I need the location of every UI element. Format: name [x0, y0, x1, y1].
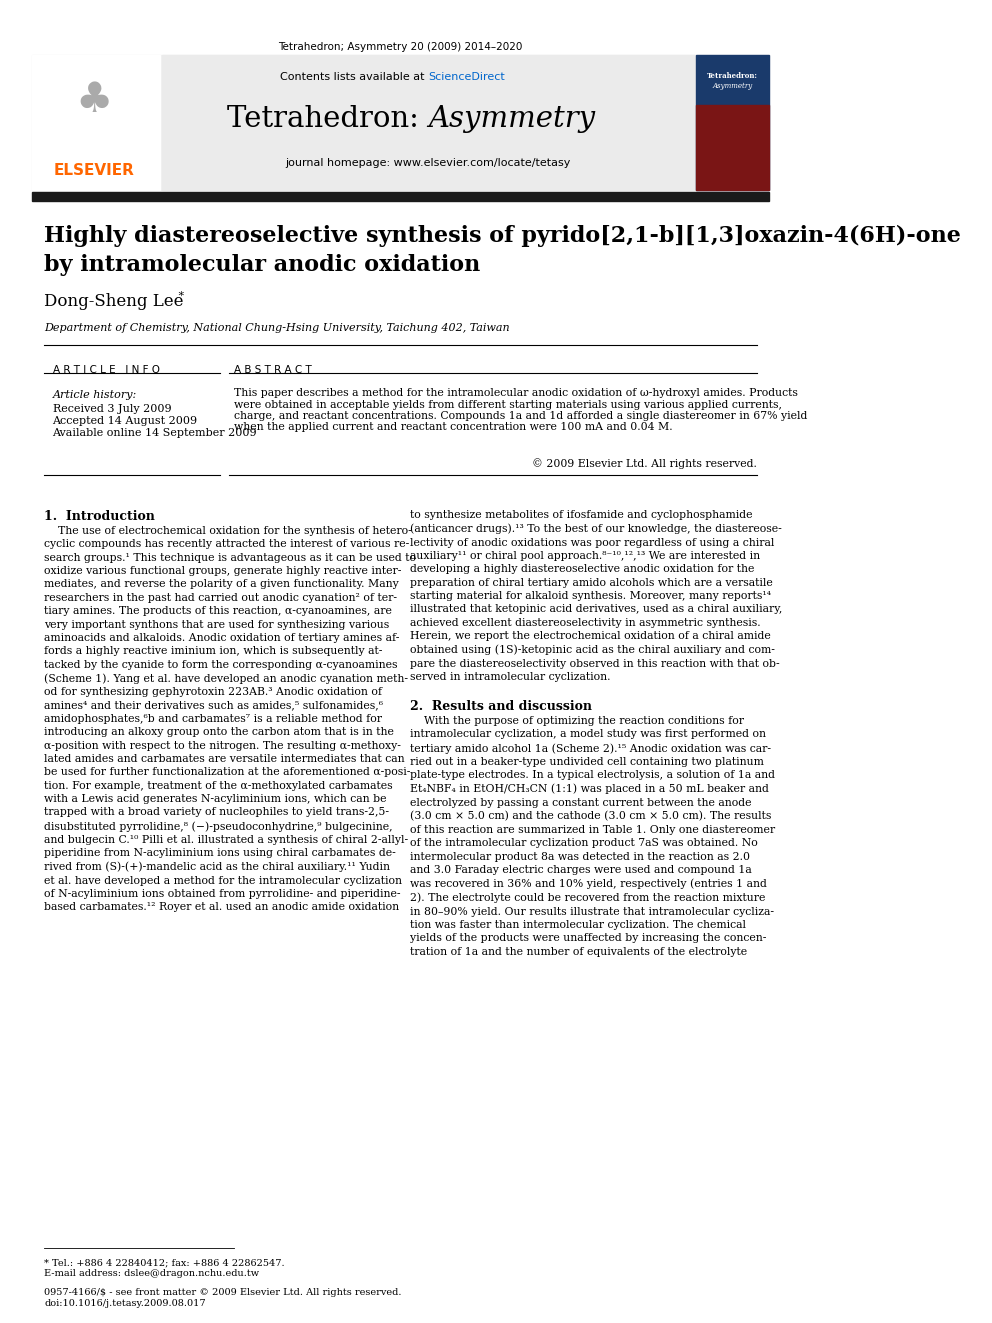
- Bar: [33, 56, 769, 191]
- Bar: [696, 56, 769, 191]
- Text: Accepted 14 August 2009: Accepted 14 August 2009: [53, 415, 197, 426]
- Text: ScienceDirect: ScienceDirect: [429, 71, 505, 82]
- Text: Dong-Sheng Lee: Dong-Sheng Lee: [45, 292, 184, 310]
- Text: Available online 14 September 2009: Available online 14 September 2009: [53, 429, 257, 438]
- Text: were obtained in acceptable yields from different starting materials using vario: were obtained in acceptable yields from …: [234, 400, 783, 410]
- Text: when the applied current and reactant concentration were 100 mA and 0.04 M.: when the applied current and reactant co…: [234, 422, 673, 433]
- Text: to synthesize metabolites of ifosfamide and cyclophosphamide
(anticancer drugs).: to synthesize metabolites of ifosfamide …: [411, 509, 783, 681]
- Text: Tetrahedron; Asymmetry 20 (2009) 2014–2020: Tetrahedron; Asymmetry 20 (2009) 2014–20…: [279, 42, 523, 52]
- Text: ♣: ♣: [75, 79, 113, 120]
- Text: © 2009 Elsevier Ltd. All rights reserved.: © 2009 Elsevier Ltd. All rights reserved…: [532, 458, 757, 468]
- Text: doi:10.1016/j.tetasy.2009.08.017: doi:10.1016/j.tetasy.2009.08.017: [45, 1299, 206, 1308]
- Text: *: *: [175, 291, 185, 302]
- Text: Article history:: Article history:: [53, 390, 137, 400]
- Text: ELSEVIER: ELSEVIER: [55, 163, 135, 179]
- Text: Asymmetry: Asymmetry: [712, 82, 753, 90]
- Text: Asymmetry: Asymmetry: [429, 105, 595, 134]
- Text: E-mail address: dslee@dragon.nchu.edu.tw: E-mail address: dslee@dragon.nchu.edu.tw: [45, 1269, 260, 1278]
- Text: charge, and reactant concentrations. Compounds 1a and 1d afforded a single diast: charge, and reactant concentrations. Com…: [234, 411, 807, 421]
- Bar: [33, 56, 160, 191]
- Text: Received 3 July 2009: Received 3 July 2009: [53, 404, 172, 414]
- Bar: [33, 192, 769, 201]
- Text: A B S T R A C T: A B S T R A C T: [234, 365, 312, 374]
- Text: Tetrahedron:: Tetrahedron:: [707, 71, 758, 79]
- Text: Highly diastereoselective synthesis of pyrido[2,1-b][1,3]oxazin-4(6H)-one: Highly diastereoselective synthesis of p…: [45, 225, 961, 247]
- Text: journal homepage: www.elsevier.com/locate/tetasy: journal homepage: www.elsevier.com/locat…: [286, 157, 570, 168]
- Text: 2.  Results and discussion: 2. Results and discussion: [411, 700, 592, 713]
- Text: Department of Chemistry, National Chung-Hsing University, Taichung 402, Taiwan: Department of Chemistry, National Chung-…: [45, 323, 510, 333]
- Text: Tetrahedron:: Tetrahedron:: [227, 105, 429, 134]
- Text: A R T I C L E   I N F O: A R T I C L E I N F O: [53, 365, 160, 374]
- Text: by intramolecular anodic oxidation: by intramolecular anodic oxidation: [45, 254, 481, 277]
- Text: * Tel.: +886 4 22840412; fax: +886 4 22862547.: * Tel.: +886 4 22840412; fax: +886 4 228…: [45, 1258, 285, 1267]
- Bar: [696, 105, 769, 191]
- Text: With the purpose of optimizing the reaction conditions for
intramolecular cycliz: With the purpose of optimizing the react…: [411, 716, 776, 957]
- Text: Contents lists available at: Contents lists available at: [280, 71, 429, 82]
- Bar: [162, 56, 694, 191]
- Text: 1.  Introduction: 1. Introduction: [45, 509, 156, 523]
- Text: This paper describes a method for the intramolecular anodic oxidation of ω-hydro: This paper describes a method for the in…: [234, 388, 799, 398]
- Text: The use of electrochemical oxidation for the synthesis of hetero-
cyclic compoun: The use of electrochemical oxidation for…: [45, 527, 417, 913]
- Text: 0957-4166/$ - see front matter © 2009 Elsevier Ltd. All rights reserved.: 0957-4166/$ - see front matter © 2009 El…: [45, 1289, 402, 1297]
